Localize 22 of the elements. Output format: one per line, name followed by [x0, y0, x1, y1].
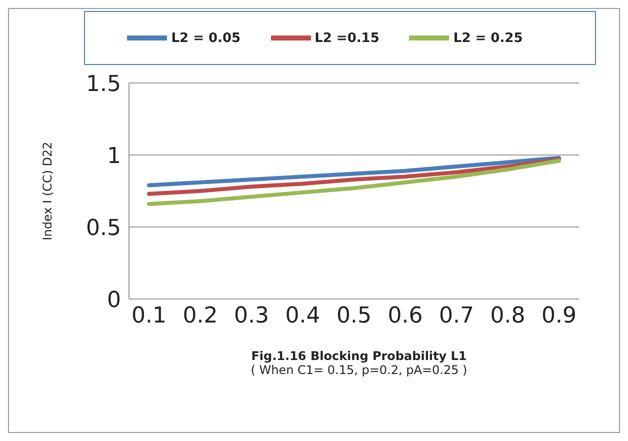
- y-tick-label: 0: [107, 288, 121, 313]
- x-tick-label: 0.2: [182, 304, 218, 329]
- x-tick-label: 0.4: [285, 304, 320, 329]
- legend-label: L2 = 0.25: [453, 31, 523, 46]
- y-tick-label: 1: [107, 144, 121, 169]
- x-axis-title: Fig.1.16 Blocking Probability L1: [250, 349, 468, 363]
- line-series: [147, 157, 561, 196]
- x-tick-label: 0.8: [490, 304, 526, 329]
- x-tick-label: 0.3: [234, 304, 269, 329]
- y-tick-label: 0.5: [86, 216, 121, 241]
- y-axis-title: Index I (CC) D22: [40, 142, 54, 240]
- x-tick-label: 0.6: [388, 304, 423, 329]
- x-tick-label: 0.7: [439, 304, 474, 329]
- x-tick-label: 0.9: [542, 304, 576, 329]
- line-series: [147, 156, 561, 188]
- line-series: [147, 158, 561, 206]
- text: ( When C1= 0.15, p=0.2, pA=0.25 ): [250, 363, 468, 377]
- legend-label: L2 =0.15: [314, 31, 380, 46]
- legend-label: L2 = 0.05: [171, 31, 241, 46]
- x-tick-label: 0.1: [132, 304, 166, 329]
- x-tick-label: 0.5: [336, 304, 372, 329]
- y-tick-label: 1.5: [86, 72, 121, 97]
